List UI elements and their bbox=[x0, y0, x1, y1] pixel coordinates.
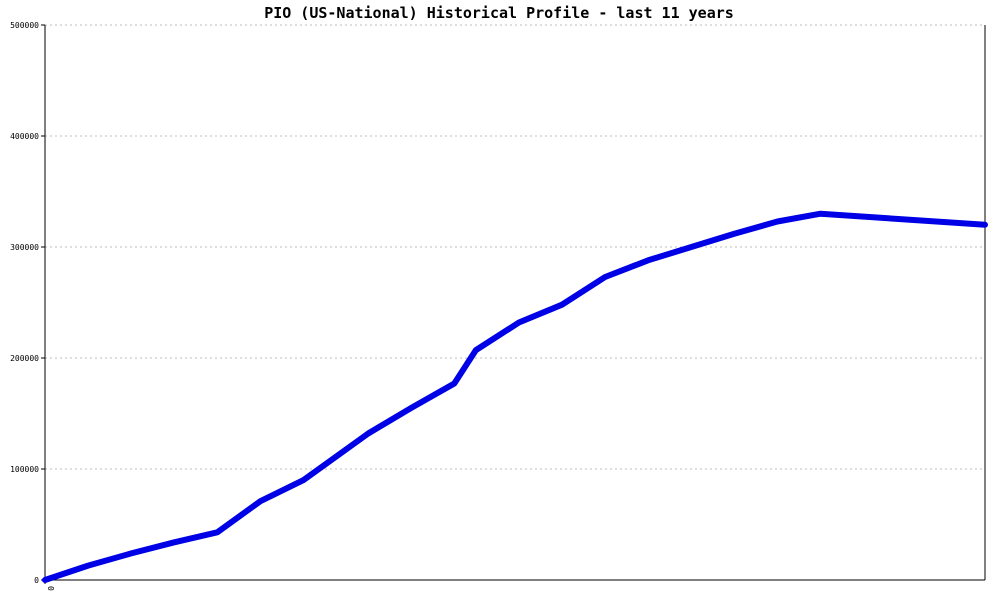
y-tick-label: 0 bbox=[34, 576, 39, 585]
series-line bbox=[42, 210, 988, 583]
y-tick-label: 300000 bbox=[10, 243, 39, 252]
grid-layer bbox=[45, 24, 985, 470]
y-tick-label: 200000 bbox=[10, 354, 39, 363]
y-tick-label: 500000 bbox=[10, 21, 39, 30]
y-tick-label: 100000 bbox=[10, 465, 39, 474]
x-tick-label: 0 bbox=[46, 586, 55, 591]
series-layer bbox=[42, 210, 988, 583]
axis-layer: 0 100000 200000 300000 400000 500000 0 bbox=[10, 21, 986, 591]
chart-title: PIO (US-National) Historical Profile - l… bbox=[264, 4, 734, 22]
y-tick-label: 400000 bbox=[10, 132, 39, 141]
